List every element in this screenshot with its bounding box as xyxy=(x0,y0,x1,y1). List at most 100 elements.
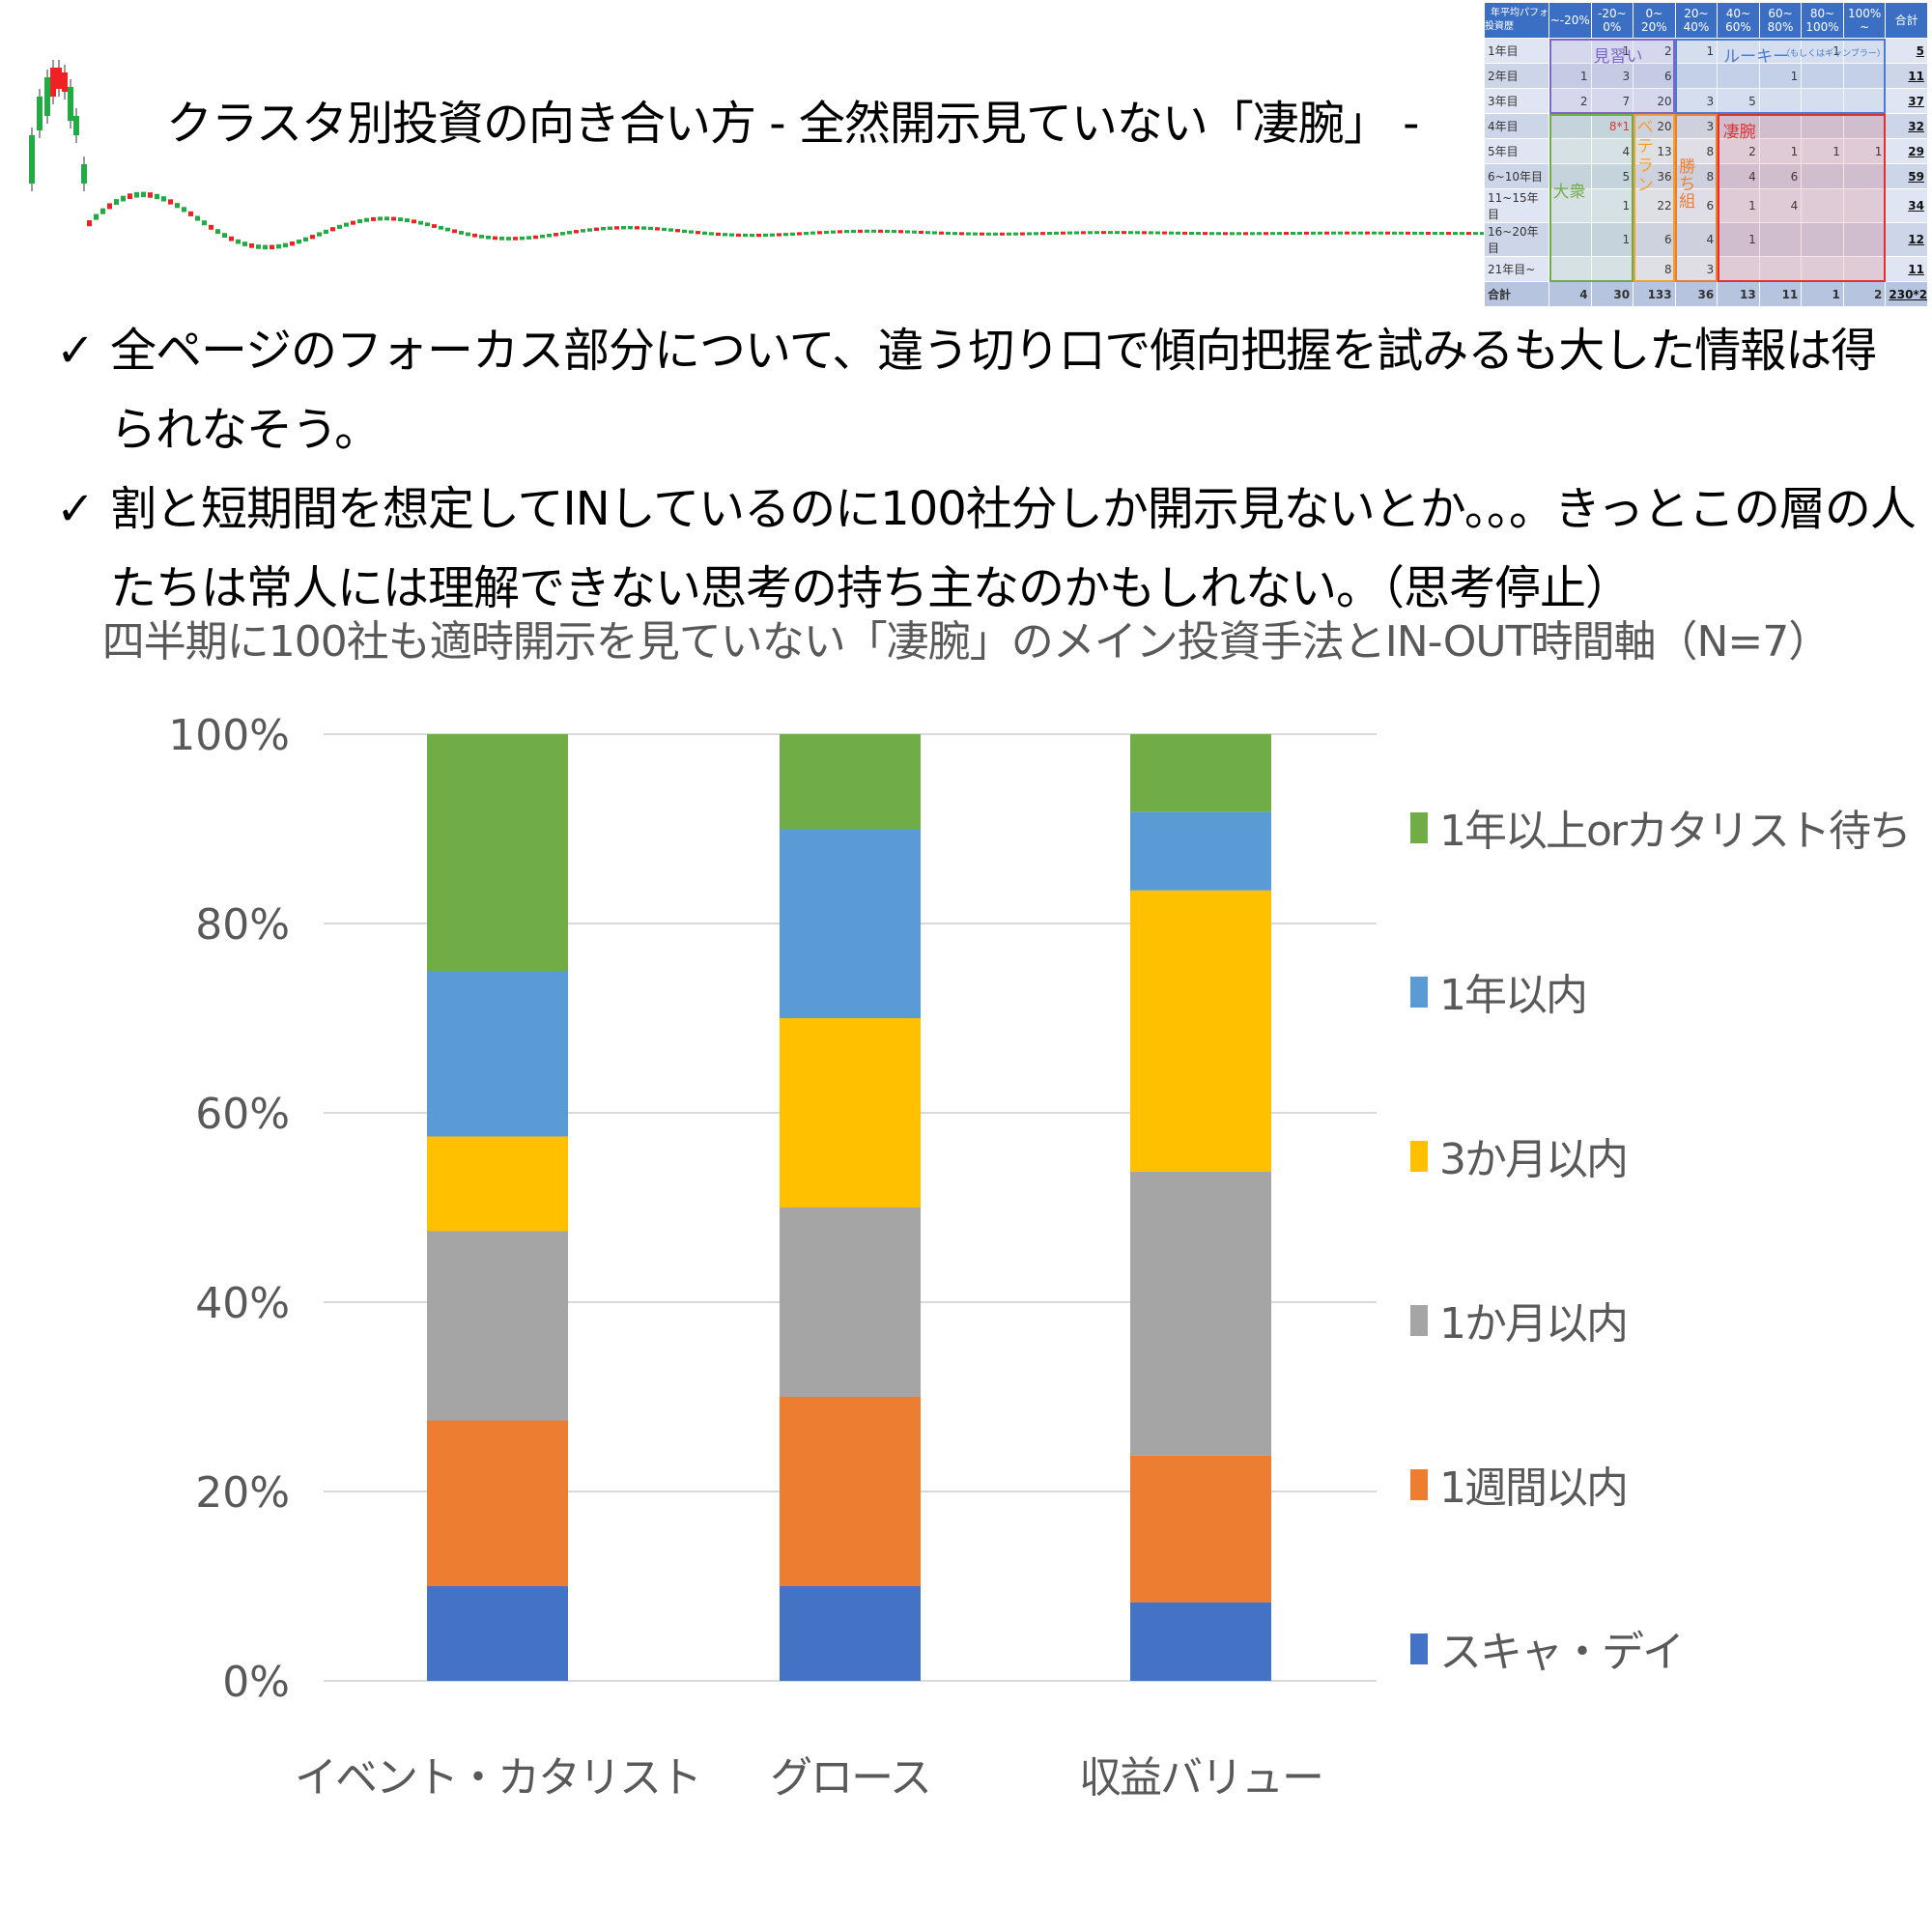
row-label: 6~10年目 xyxy=(1484,163,1549,189)
bar-segment xyxy=(780,1397,921,1586)
table-cell: 30 xyxy=(1590,281,1634,307)
table-cell: 4 xyxy=(1758,188,1803,223)
table-cell xyxy=(1801,163,1844,189)
legend-label: 1年以内 xyxy=(1439,971,1586,1020)
bullet-text: 全ページのフォーカス部分について、違う切り口で傾向把握を試みるも大した情報は得ら… xyxy=(110,324,1877,457)
check-icon: ✓ xyxy=(56,482,95,536)
table-cell: 11 xyxy=(1758,281,1803,307)
table-row: 21年目~ 8 3 11 xyxy=(1484,256,1928,282)
legend-label: 1年以上orカタリスト待ち xyxy=(1439,807,1910,856)
row-label: 16~20年目 xyxy=(1484,222,1549,257)
legend-swatch xyxy=(1410,1469,1428,1500)
table-cell xyxy=(1801,222,1844,257)
table-cell: 1 xyxy=(1801,281,1844,307)
table-cell xyxy=(1548,222,1592,257)
table-cell: 34 xyxy=(1885,188,1928,223)
table-row: 2年目 1 3 6 1 11 xyxy=(1484,63,1928,89)
table-column-header: 合計 xyxy=(1885,2,1928,39)
table-cell: 2 xyxy=(1842,281,1887,307)
table-cell xyxy=(1758,38,1803,64)
bar-segment xyxy=(780,829,921,1018)
table-cell: 5 xyxy=(1717,88,1760,114)
bullet-item: ✓ 全ページのフォーカス部分について、違う切り口で傾向把握を試みるも大した情報は… xyxy=(56,311,1920,469)
bar-segment xyxy=(427,1420,568,1586)
table-column-header: 40~ 60% xyxy=(1717,2,1760,39)
table-cell: 5 xyxy=(1590,163,1634,189)
table-column-header: 100% ~ xyxy=(1842,2,1887,39)
table-cell: 3 xyxy=(1674,256,1719,282)
table-cell: 20 xyxy=(1633,113,1676,139)
table-cell xyxy=(1801,63,1844,89)
table-cell xyxy=(1842,256,1887,282)
bullet-text: 割と短期間を想定してINしているのに100社分しか開示見ないとか。。。きっとこの… xyxy=(110,482,1917,615)
row-label: 4年目 xyxy=(1484,113,1549,139)
table-column-header: ~-20% xyxy=(1548,2,1592,39)
table-cell xyxy=(1548,256,1592,282)
table-row: 11~15年目 1 22 6 1 4 34 xyxy=(1484,188,1928,223)
table-cell xyxy=(1801,188,1844,223)
table-cell xyxy=(1548,163,1592,189)
table-cell: 3 xyxy=(1674,113,1719,139)
table-cell: 6 xyxy=(1633,63,1676,89)
table-cell: 59 xyxy=(1885,163,1928,189)
table-cell: 29 xyxy=(1885,138,1928,164)
table-cell: 1 xyxy=(1758,63,1803,89)
table-cell xyxy=(1548,113,1592,139)
bar-segment xyxy=(780,1018,921,1208)
table-cell xyxy=(1758,256,1803,282)
y-tick-label: 80% xyxy=(195,900,290,950)
y-tick-label: 60% xyxy=(195,1090,290,1139)
bar-segment xyxy=(427,734,568,971)
table-cell: 8*1 xyxy=(1590,113,1634,139)
table-row: 16~20年目 1 6 4 1 12 xyxy=(1484,222,1928,257)
legend-swatch xyxy=(1410,812,1428,843)
bar-segment xyxy=(427,1231,568,1421)
table-cell: 1 xyxy=(1590,222,1634,257)
table-cell: 4 xyxy=(1590,138,1634,164)
bar-segment xyxy=(1130,890,1271,1172)
bar-segment xyxy=(427,1136,568,1232)
y-tick-label: 20% xyxy=(195,1468,290,1518)
y-tick-label: 0% xyxy=(222,1658,290,1707)
table-cell: 8 xyxy=(1674,163,1719,189)
table-cell: 3 xyxy=(1674,88,1719,114)
row-label: 21年目~ xyxy=(1484,256,1549,282)
table-cell: 6 xyxy=(1633,222,1676,257)
x-tick-label: グロース xyxy=(770,1753,930,1803)
table-cell xyxy=(1717,63,1760,89)
table-cell: 1 xyxy=(1758,138,1803,164)
table-cell: 2 xyxy=(1548,88,1592,114)
x-tick-label: 収益バリュー xyxy=(1079,1753,1322,1803)
table-cell: 6 xyxy=(1758,163,1803,189)
table-corner-bottom: 投資歴 xyxy=(1485,21,1514,32)
table-cell: 12 xyxy=(1885,222,1928,257)
legend-label: スキャ・デイ xyxy=(1439,1628,1683,1677)
table-cell: 3 xyxy=(1590,63,1634,89)
table-cell xyxy=(1758,222,1803,257)
table-cell xyxy=(1717,38,1760,64)
bar-segment xyxy=(780,1208,921,1397)
table-cell: 11 xyxy=(1885,63,1928,89)
cluster-table: 年平均パフォ 投資歴 ~-20% -20~ 0% 0~ 20% 20~ 40% 40~ 60… xyxy=(1484,2,1928,307)
table-cell: 36 xyxy=(1674,281,1719,307)
table-cell: 32 xyxy=(1885,113,1928,139)
bar-segment xyxy=(1130,1602,1271,1681)
table-cell xyxy=(1758,88,1803,114)
table-cell: 1 xyxy=(1548,63,1592,89)
table-cell: 133 xyxy=(1633,281,1676,307)
table-header-row: 年平均パフォ 投資歴 ~-20% -20~ 0% 0~ 20% 20~ 40% 40~ 60… xyxy=(1484,2,1928,39)
bar-segment xyxy=(427,1586,568,1681)
table-cell: 1 xyxy=(1674,38,1719,64)
table-row: 6~10年目 5 36 8 4 6 59 xyxy=(1484,163,1928,189)
table-cell: 1 xyxy=(1801,38,1844,64)
slide-title: クラスタ別投資の向き合い方 - 全然開示見ていない「凄腕」 - xyxy=(166,97,1419,151)
table-cell: 2 xyxy=(1633,38,1676,64)
table-cell: 8 xyxy=(1674,138,1719,164)
legend-swatch xyxy=(1410,977,1428,1008)
bar-segment xyxy=(1130,811,1271,891)
candlestick-decoration xyxy=(29,60,1488,250)
row-label: 5年目 xyxy=(1484,138,1549,164)
table-corner-top: 年平均パフォ xyxy=(1491,8,1548,18)
chart-title: 四半期に100社も適時開示を見ていない「凄腕」のメイン投資手法とIN-OUT時間… xyxy=(101,617,1831,667)
